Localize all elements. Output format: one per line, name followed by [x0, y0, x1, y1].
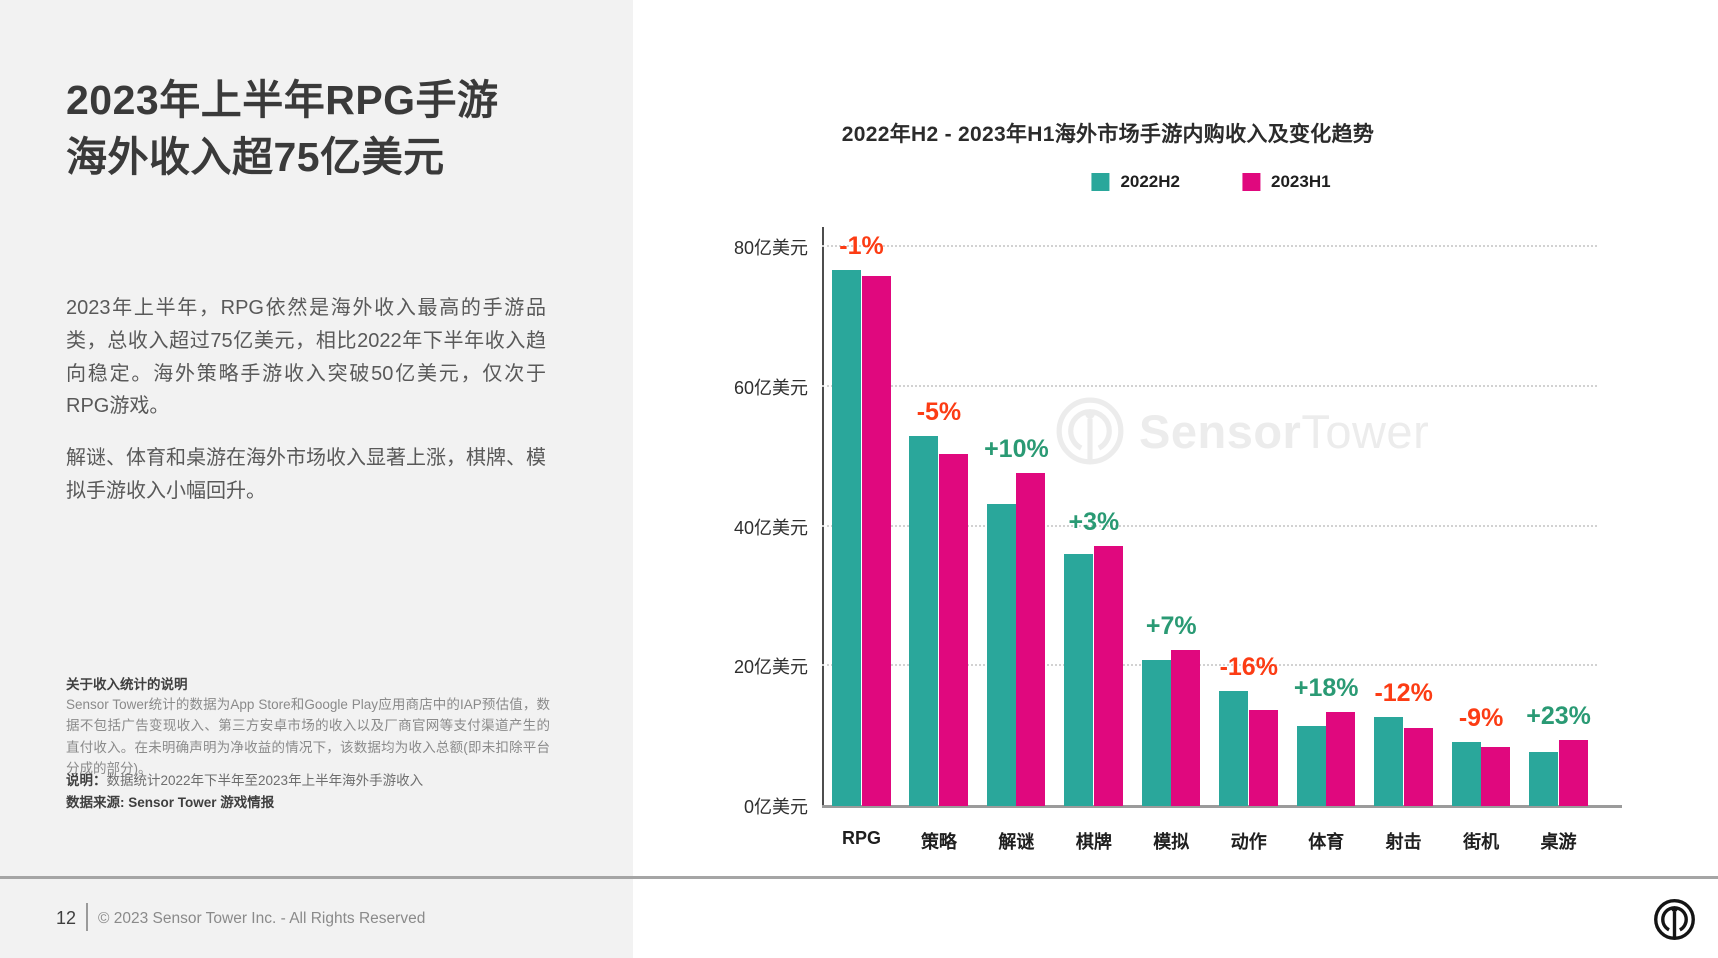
note-heading: 关于收入统计的说明 — [66, 677, 188, 692]
bar-group-街机: -9% 街机 — [1451, 247, 1511, 852]
body-paragraph-1: 2023年上半年，RPG依然是海外收入最高的手游品类，总收入超过75亿美元，相比… — [66, 297, 546, 418]
bar-group-RPG: -1% RPG — [832, 232, 891, 848]
x-axis-baseline — [822, 805, 1622, 808]
chart-legend: 2022H2 2023H1 — [1091, 172, 1331, 192]
sensor-tower-logo-icon — [1056, 397, 1124, 465]
legend-swatch-2022h2 — [1091, 173, 1110, 191]
change-label-策略: -5% — [916, 397, 962, 426]
bar-2022h2-RPG — [832, 270, 861, 806]
bar-2023h1-RPG — [861, 275, 891, 806]
gridline-20 — [822, 664, 1597, 667]
legend-label-2023h1: 2023H1 — [1271, 172, 1331, 191]
bar-2022h2-街机 — [1451, 741, 1481, 806]
chart-panel: 2022年H2 - 2023年H1海外市场手游内购收入及变化趋势 2022H2 2… — [633, 0, 1718, 877]
bar-group-解谜: +10% 解谜 — [984, 247, 1049, 852]
bar-group-棋牌: +3% 棋牌 — [1064, 247, 1123, 852]
bar-2022h2-桌游 — [1529, 752, 1559, 806]
bar-2023h1-模拟 — [1171, 650, 1201, 806]
bar-group-动作: -16% 动作 — [1219, 247, 1278, 852]
copyright-text: © 2023 Sensor Tower Inc. - All Rights Re… — [98, 910, 426, 927]
bar-2023h1-策略 — [938, 453, 968, 806]
body-paragraph-2: 解谜、体育和桌游在海外市场收入显著上涨，棋牌、模拟手游收入小幅回升。 — [66, 447, 546, 502]
bar-2023h1-解谜 — [1016, 473, 1046, 806]
change-label-RPG: -1% — [839, 232, 884, 261]
footer-divider — [0, 876, 1718, 879]
y-tick-label-20: 20亿美元 — [733, 657, 808, 678]
bar-group-模拟: +7% 模拟 — [1141, 247, 1201, 852]
bar-2022h2-棋牌 — [1064, 553, 1094, 806]
x-axis-label-解谜: 解谜 — [998, 832, 1035, 852]
y-tick-label-0: 0亿美元 — [743, 797, 808, 817]
sensor-tower-logo-icon — [1654, 899, 1695, 940]
bar-2023h1-动作 — [1248, 709, 1278, 806]
y-tick-label-40: 40亿美元 — [733, 517, 808, 538]
x-axis-label-体育: 体育 — [1308, 832, 1345, 852]
note-line-label: 说明： — [66, 773, 107, 788]
bar-2023h1-射击 — [1403, 727, 1433, 806]
bar-2023h1-街机 — [1481, 747, 1511, 806]
bar-group-桌游: +23% 桌游 — [1526, 247, 1591, 852]
y-tick-label-80: 80亿美元 — [733, 238, 808, 258]
y-axis-line — [822, 227, 824, 806]
bar-2022h2-动作 — [1219, 690, 1249, 806]
bar-group-射击: -12% 射击 — [1374, 247, 1433, 852]
sensor-tower-corner-logo — [1652, 897, 1697, 942]
bar-2022h2-体育 — [1296, 726, 1326, 806]
change-label-模拟: +7% — [1145, 612, 1197, 641]
data-source-line: 数据来源: Sensor Tower 游戏情报 — [66, 795, 275, 810]
change-label-街机: -9% — [1458, 703, 1504, 732]
note-line-text: 数据统计2022年下半年至2023年上半年海外手游收入 — [106, 773, 424, 788]
bar-group-策略: -5% 策略 — [909, 247, 968, 852]
footer-separator — [86, 903, 88, 931]
bar-2023h1-体育 — [1326, 711, 1356, 806]
y-tick-label-60: 60亿美元 — [733, 377, 808, 398]
x-axis-label-射击: 射击 — [1385, 832, 1422, 852]
note-line: 说明：数据统计2022年下半年至2023年上半年海外手游收入 — [66, 769, 423, 789]
bar-2022h2-解谜 — [986, 504, 1016, 806]
gridline-40 — [822, 524, 1597, 527]
x-axis-label-街机: 街机 — [1463, 832, 1500, 852]
legend-swatch-2023h1 — [1242, 173, 1260, 191]
x-axis-label-RPG: RPG — [841, 828, 882, 848]
change-label-棋牌: +3% — [1068, 508, 1120, 537]
gridline-60 — [822, 384, 1597, 387]
x-axis-label-桌游: 桌游 — [1540, 832, 1577, 852]
left-panel: 2023年上半年RPG手游 海外收入超75亿美元 2023年上半年，RPG依然是… — [0, 0, 633, 958]
change-label-射击: -12% — [1374, 679, 1433, 708]
watermark-text: SensorTower — [1139, 404, 1429, 459]
page-number: 12 — [56, 908, 77, 928]
gridline-80 — [822, 245, 1597, 247]
bar-2023h1-桌游 — [1558, 739, 1588, 806]
page-title-line2: 海外收入超75亿美元 — [66, 133, 445, 180]
x-axis-label-模拟: 模拟 — [1153, 832, 1190, 852]
watermark-text-light: Tower — [1301, 404, 1430, 458]
chart-title: 2022年H2 - 2023年H1海外市场手游内购收入及变化趋势 — [841, 123, 1375, 146]
page-title-line1: 2023年上半年RPG手游 — [66, 77, 499, 123]
bar-chart-plot: 0亿美元 20亿美元 40亿美元 60亿美元 80亿美元 -1% RPG -5% 策略 +10% 解… — [734, 227, 1622, 852]
x-axis-label-动作: 动作 — [1230, 832, 1267, 852]
bar-2022h2-射击 — [1374, 717, 1404, 806]
note-body: Sensor Tower统计的数据为App Store和Google Play应… — [66, 697, 550, 776]
legend-item-2022h2: 2022H2 — [1091, 172, 1180, 192]
x-axis-label-棋牌: 棋牌 — [1075, 832, 1112, 852]
legend-label-2022h2: 2022H2 — [1120, 172, 1180, 191]
watermark-text-bold: Sensor — [1139, 404, 1302, 458]
change-label-体育: +18% — [1293, 673, 1359, 702]
page-title: 2023年上半年RPG手游 海外收入超75亿美元 — [66, 72, 499, 185]
change-label-动作: -16% — [1219, 652, 1278, 681]
bar-group-体育: +18% 体育 — [1293, 247, 1359, 852]
x-axis-label-策略: 策略 — [920, 832, 957, 852]
change-label-解谜: +10% — [984, 435, 1049, 464]
change-label-桌游: +23% — [1526, 701, 1591, 730]
legend-item-2023h1: 2023H1 — [1242, 172, 1331, 192]
sensor-tower-watermark: SensorTower — [1053, 394, 1429, 468]
bar-2022h2-模拟 — [1141, 659, 1171, 806]
bar-2022h2-策略 — [909, 435, 939, 806]
bar-2023h1-棋牌 — [1093, 546, 1123, 806]
